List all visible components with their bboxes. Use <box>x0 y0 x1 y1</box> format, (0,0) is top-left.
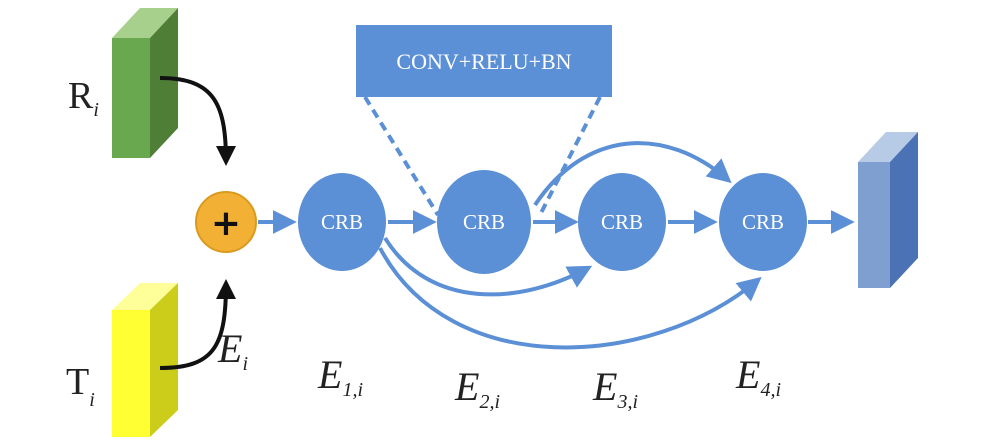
t-input-block <box>112 283 178 437</box>
crb-4-label: CRB <box>742 210 784 234</box>
stage-label-ei: Ei <box>217 326 248 375</box>
stage-label-e4: E4,i <box>735 352 781 401</box>
r-input-block <box>112 8 178 158</box>
skip-crb1-to-crb4 <box>378 247 762 350</box>
skip-crb1-to-crb3 <box>383 236 593 297</box>
crb-block-2: CRB <box>437 170 531 274</box>
crb-2-label: CRB <box>463 210 505 234</box>
t-to-fusion-arrow <box>159 279 236 370</box>
crb-1-label: CRB <box>321 210 363 234</box>
crb-block-1: CRB <box>298 173 386 271</box>
conv-box-label: CONV+RELU+BN <box>396 49 571 74</box>
crb-3-label: CRB <box>601 210 643 234</box>
r-input-label: Ri <box>68 75 99 121</box>
stage-label-e3: E3,i <box>592 364 638 413</box>
output-block <box>858 132 918 288</box>
expansion-dashed-left <box>363 95 440 217</box>
expansion-dashed-right <box>538 96 602 216</box>
crb-block-3: CRB <box>578 173 666 271</box>
fusion-add-node: + <box>195 191 257 253</box>
r-to-fusion-arrow <box>159 76 236 166</box>
skip-crb2-to-crb4 <box>533 141 732 207</box>
conv-relu-bn-box: CONV+RELU+BN <box>356 25 612 97</box>
stage-label-e1: E1,i <box>317 352 363 401</box>
stage-label-e2: E2,i <box>454 364 500 413</box>
crb-block-4: CRB <box>719 173 807 271</box>
t-input-label: Ti <box>66 361 95 411</box>
fusion-symbol: + <box>211 203 241 244</box>
